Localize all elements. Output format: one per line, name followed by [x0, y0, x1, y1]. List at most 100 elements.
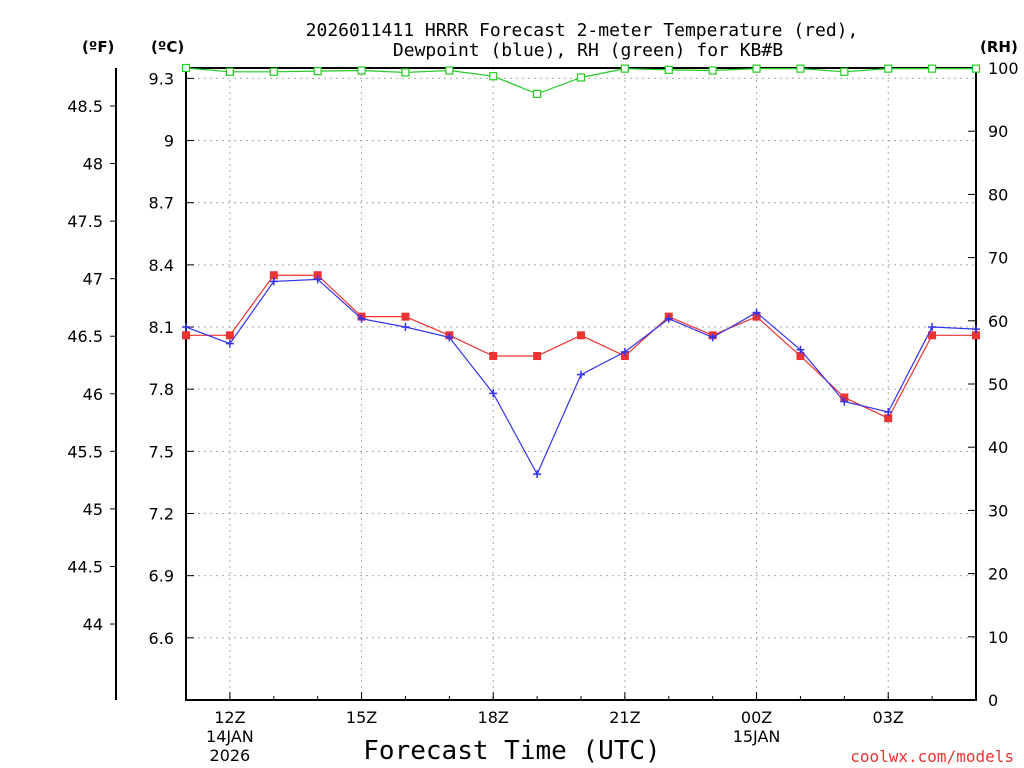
temperature-point [577, 331, 585, 340]
celsius-tick-label: 8.7 [149, 194, 174, 213]
dewpoint-point [708, 333, 717, 342]
temperature-point [313, 271, 322, 280]
dewpoint-point [840, 397, 849, 406]
dewpoint-point [445, 333, 454, 342]
rh-point [357, 66, 366, 75]
temperature-point [182, 331, 190, 340]
dewpoint-point [796, 345, 805, 354]
dewpoint-point [269, 277, 278, 286]
dewpoint-point [401, 323, 410, 332]
x-tick-label: 03Z [873, 708, 904, 727]
x-tick-year-label: 2026 [210, 746, 251, 765]
rh-point [225, 67, 234, 76]
x-tick-date-label: 15JAN [733, 727, 781, 746]
temperature-point [533, 352, 542, 361]
fahrenheit-tick-label: 44.5 [67, 557, 103, 576]
rh-unit-label: (RH) [980, 38, 1018, 56]
dewpoint-point [182, 323, 190, 332]
temperature-line [186, 274, 976, 419]
celsius-tick-label: 6.9 [149, 567, 174, 586]
dewpoint-point [313, 275, 322, 284]
temperature-point [269, 271, 278, 280]
celsius-tick-label: 9.3 [149, 69, 174, 88]
rh-point [401, 68, 410, 77]
celsius-tick-label: 7.2 [149, 505, 174, 524]
credit-text: coolwx.com/models [850, 747, 1014, 766]
fahrenheit-tick-label: 47.5 [67, 212, 103, 231]
rh-tick-label: 30 [988, 501, 1008, 520]
dewpoint-point [577, 370, 585, 379]
dewpoint-point [533, 470, 542, 479]
rh-point [796, 64, 805, 73]
dewpoint-point [357, 314, 366, 323]
rh-point [708, 66, 717, 75]
celsius-tick-label: 6.6 [149, 629, 174, 648]
celsius-unit-label: (ºC) [151, 38, 184, 56]
x-tick-label: 18Z [478, 708, 509, 727]
axes [110, 67, 977, 701]
rh-point [752, 64, 761, 73]
fahrenheit-tick-label: 48.5 [67, 97, 103, 116]
x-tick-label: 15Z [346, 708, 377, 727]
temperature-point [840, 393, 849, 402]
dewpoint-point [489, 389, 498, 398]
dewpoint-point [972, 325, 980, 334]
dewpoint-point [225, 339, 234, 348]
rh-tick-label: 100 [988, 59, 1019, 78]
x-tick-date-label: 14JAN [206, 727, 254, 746]
chart-title-line-2: Dewpoint (blue), RH (green) for KB#B [393, 40, 783, 61]
temperature-point [884, 414, 893, 423]
dewpoint-point [620, 347, 629, 356]
rh-tick-label: 40 [988, 438, 1008, 457]
plot-frame [185, 67, 977, 701]
rh-point [313, 67, 322, 76]
celsius-tick-label: 7.8 [149, 380, 174, 399]
temperature-point [752, 312, 761, 321]
temperature-point [928, 331, 937, 340]
rh-point [884, 64, 893, 73]
fahrenheit-tick-label: 46.5 [67, 327, 103, 346]
dewpoint-point [752, 308, 761, 317]
temperature-point [972, 331, 980, 340]
temperature-point [225, 331, 234, 340]
rh-tick-label: 90 [988, 122, 1008, 141]
rh-point [489, 72, 498, 81]
temperature-point [620, 352, 629, 361]
celsius-tick-label: 8.1 [149, 318, 174, 337]
fahrenheit-tick-label: 48 [83, 155, 103, 174]
dewpoint-point [884, 407, 893, 416]
data-series [181, 63, 981, 479]
fahrenheit-tick-label: 44 [83, 615, 103, 634]
rh-tick-label: 70 [988, 249, 1008, 268]
x-tick-label: 00Z [741, 708, 772, 727]
rh-tick-label: 0 [988, 691, 998, 710]
fahrenheit-unit-label: (ºF) [82, 38, 114, 56]
rh-tick-label: 20 [988, 565, 1008, 584]
celsius-tick-label: 9 [164, 132, 174, 151]
rh-tick-label: 10 [988, 628, 1008, 647]
grid-lines [186, 68, 976, 700]
rh-point [664, 65, 673, 74]
x-tick-label: 21Z [609, 708, 640, 727]
rh-point [533, 89, 542, 99]
chart-title-line-1: 2026011411 HRRR Forecast 2-meter Tempera… [306, 20, 859, 41]
rh-point [576, 73, 586, 82]
fahrenheit-tick-label: 47 [83, 270, 103, 289]
rh-tick-label: 50 [988, 375, 1008, 394]
celsius-tick-label: 8.4 [149, 256, 174, 275]
rh-point [181, 63, 191, 73]
rh-point [620, 64, 629, 73]
temperature-point [796, 352, 805, 361]
rh-tick-label: 80 [988, 185, 1008, 204]
rh-tick-label: 60 [988, 312, 1008, 331]
fahrenheit-tick-label: 45 [83, 500, 103, 519]
tick-labels: 6.6 6.9 7.2 7.5 7.8 8.1 8.4 8.7 9 9.3 44 44.5 45 45.5… [67, 59, 1018, 765]
rh-point [269, 67, 278, 76]
x-axis-label: Forecast Time (UTC) [363, 736, 660, 766]
fahrenheit-tick-label: 45.5 [67, 442, 103, 461]
rh-point [928, 64, 937, 73]
temperature-point [401, 312, 410, 321]
fahrenheit-tick-label: 46 [83, 385, 103, 404]
rh-point [840, 67, 849, 76]
